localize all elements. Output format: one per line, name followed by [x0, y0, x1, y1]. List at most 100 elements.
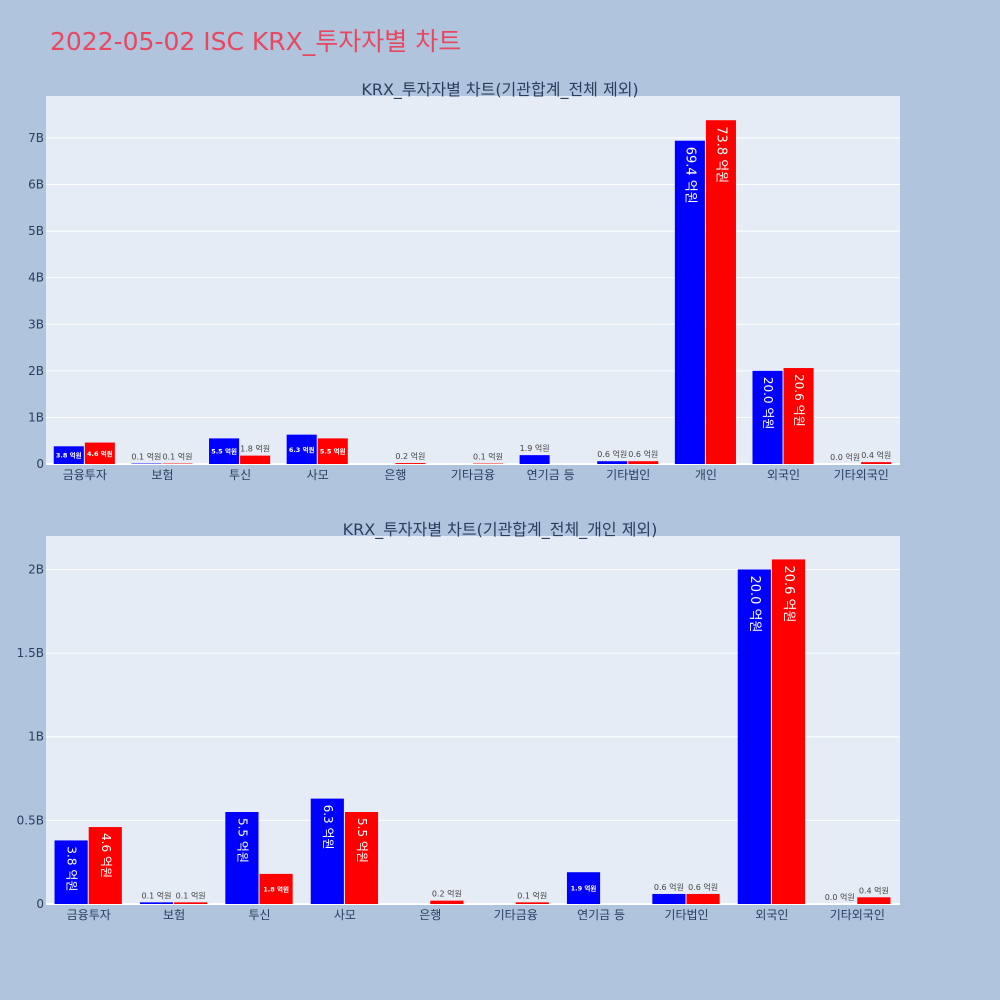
data-label: 20.6 억원 [781, 565, 796, 622]
x-tick-label: 사모 [307, 468, 329, 482]
data-label: 0.6 억원 [597, 449, 627, 459]
x-tick-label: 기타금융 [494, 908, 538, 922]
bar [174, 902, 208, 904]
x-tick-label: 외국인 [755, 908, 788, 922]
data-label: 0.6 억원 [688, 882, 718, 892]
data-label: 4.6 억원 [87, 449, 113, 458]
data-label: 0.6 억원 [654, 882, 684, 892]
y-tick-label: 0.5B [17, 813, 44, 827]
bar [566, 872, 601, 904]
data-label: 0.1 억원 [131, 452, 161, 462]
bar [705, 120, 736, 465]
bar [225, 812, 259, 904]
bar [344, 812, 379, 904]
data-label: 1.9 억원 [520, 443, 550, 453]
data-label: 0.1 억원 [142, 890, 172, 900]
y-tick-label: 4B [28, 271, 44, 285]
bar [515, 902, 549, 904]
data-label: 4.6 억원 [99, 833, 113, 878]
y-tick-label: 6B [28, 178, 44, 192]
bar [84, 442, 115, 464]
x-tick-label: 기타외국인 [830, 908, 885, 922]
page-title: 2022-05-02 ISC KRX_투자자별 차트 [50, 27, 462, 56]
data-label: 0.1 억원 [162, 452, 192, 462]
bar [628, 461, 659, 464]
x-tick-label: 투신 [229, 468, 251, 482]
data-label: 0.2 억원 [395, 451, 425, 461]
x-tick-label: 연기금 등 [577, 908, 625, 922]
data-label: 5.5 억원 [355, 818, 369, 863]
y-tick-label: 1.5B [17, 646, 44, 660]
data-label: 5.5 억원 [320, 447, 346, 456]
x-tick-label: 기타법인 [664, 908, 708, 922]
data-label: 0.4 억원 [861, 450, 891, 460]
bar [54, 840, 88, 904]
x-tick-label: 외국인 [767, 468, 800, 482]
chart-title: KRX_투자자별 차트(기관합계_전체_개인 제외) [343, 520, 658, 540]
data-label: 0.1 억원 [517, 890, 547, 900]
data-label: 5.5 억원 [235, 818, 249, 863]
y-tick-label: 0 [36, 457, 44, 471]
bar [430, 900, 464, 904]
y-tick-label: 0 [36, 897, 44, 911]
bar [88, 827, 122, 904]
bar [209, 438, 240, 464]
data-label: 69.4 억원 [682, 147, 697, 204]
bar [317, 438, 348, 464]
x-tick-label: 기타외국인 [834, 468, 889, 482]
data-label: 1.9 억원 [571, 884, 597, 893]
bar [240, 455, 271, 464]
bar [861, 462, 892, 464]
y-tick-label: 2B [28, 562, 44, 576]
bar [783, 368, 814, 464]
data-label: 0.6 억원 [628, 449, 658, 459]
data-label: 0.4 억원 [859, 885, 889, 895]
x-tick-label: 보험 [163, 908, 185, 922]
bar [139, 902, 174, 904]
data-label: 20.0 억원 [761, 377, 775, 430]
data-label: 20.6 억원 [792, 374, 806, 427]
data-label: 6.3 억원 [289, 445, 315, 454]
bar [752, 370, 783, 464]
data-label: 1.8 억원 [240, 444, 270, 454]
bar [686, 893, 720, 904]
data-label: 0.0 억원 [830, 452, 860, 462]
bar [674, 140, 705, 464]
bar [771, 559, 806, 904]
x-tick-label: 금융투자 [63, 468, 107, 482]
y-tick-label: 3B [28, 317, 44, 331]
data-label: 6.3 억원 [321, 805, 335, 850]
bar [286, 434, 317, 464]
x-tick-label: 기타금융 [451, 468, 495, 482]
data-label: 1.8 억원 [263, 884, 289, 893]
bar [53, 446, 84, 464]
y-tick-label: 1B [28, 730, 44, 744]
bar [259, 873, 293, 904]
data-label: 73.8 억원 [713, 126, 728, 183]
y-tick-label: 2B [28, 364, 44, 378]
x-tick-label: 투신 [248, 908, 270, 922]
data-label: 20.0 억원 [747, 575, 762, 632]
data-label: 0.1 억원 [176, 890, 206, 900]
x-tick-label: 연기금 등 [527, 468, 575, 482]
data-label: 0.1 억원 [473, 452, 503, 462]
bar [395, 463, 426, 464]
bar [310, 798, 344, 904]
data-label: 5.5 억원 [211, 447, 237, 456]
chart-title: KRX_투자자별 차트(기관합계_전체 제외) [361, 80, 638, 100]
x-tick-label: 은행 [384, 467, 406, 482]
data-label: 0.2 억원 [432, 889, 462, 899]
x-tick-label: 보험 [151, 468, 173, 482]
x-tick-label: 금융투자 [67, 908, 111, 922]
x-tick-label: 사모 [334, 908, 356, 922]
bar [597, 461, 628, 464]
bar [857, 897, 891, 904]
x-tick-label: 은행 [419, 907, 441, 922]
bar [737, 569, 771, 904]
x-tick-label: 기타법인 [606, 468, 650, 482]
data-label: 3.8 억원 [56, 451, 82, 460]
y-tick-label: 5B [28, 224, 44, 238]
data-label: 0.0 억원 [825, 892, 855, 902]
